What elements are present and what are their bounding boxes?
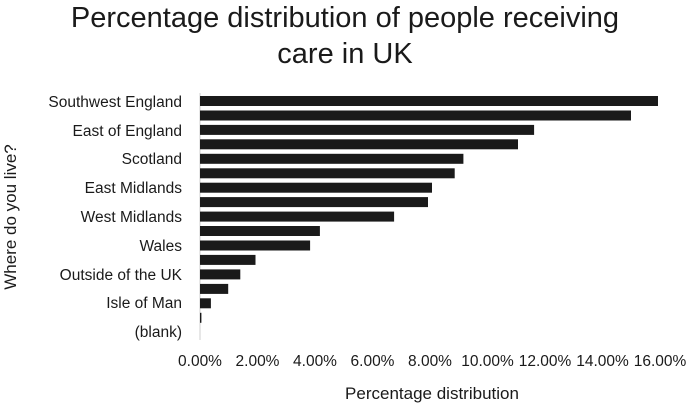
bar [200,124,535,135]
category-label: Wales [140,238,183,255]
bar [200,312,202,323]
x-tick-label: 14.00% [576,353,629,370]
bar [200,168,455,179]
category-label: Isle of Man [106,295,182,312]
bar [200,197,428,208]
bar [200,254,256,265]
x-tick-label: 12.00% [519,353,572,370]
x-tick-label: 6.00% [351,353,395,370]
category-labels: Southwest England East of England Scotla… [48,94,182,341]
bar [200,153,464,164]
chart-title-line-1: Percentage distribution of people receiv… [71,2,619,34]
bars-group [200,96,658,323]
bar [200,240,311,251]
y-axis-title: Where do you live? [1,144,20,290]
x-tick-label: 16.00% [634,353,687,370]
bar [200,283,229,294]
bar [200,226,320,236]
category-label: Outside of the UK [60,267,183,284]
x-tick-labels: 0.00% 2.00% 4.00% 6.00% 8.00% 10.00% 12.00% 14.… [178,353,686,370]
x-tick-label: 8.00% [408,353,452,370]
category-label: West Midlands [81,209,183,226]
x-tick-label: 4.00% [293,353,337,370]
category-label: Southwest England [48,94,182,111]
category-label: East Midlands [85,180,183,197]
x-tick-label: 10.00% [461,353,514,370]
bar [200,182,432,193]
x-tick-label: 0.00% [178,353,222,370]
category-label: East of England [73,123,182,140]
bar [200,110,631,121]
bar [200,298,211,309]
category-label: Scotland [122,151,182,168]
bar [200,96,658,106]
category-label: (blank) [135,324,182,341]
bar [200,211,395,222]
chart-title-line-2: care in UK [277,38,413,70]
x-tick-label: 2.00% [236,353,280,370]
bar [200,139,518,150]
bar [200,269,241,280]
x-axis-title: Percentage distribution [345,384,519,403]
